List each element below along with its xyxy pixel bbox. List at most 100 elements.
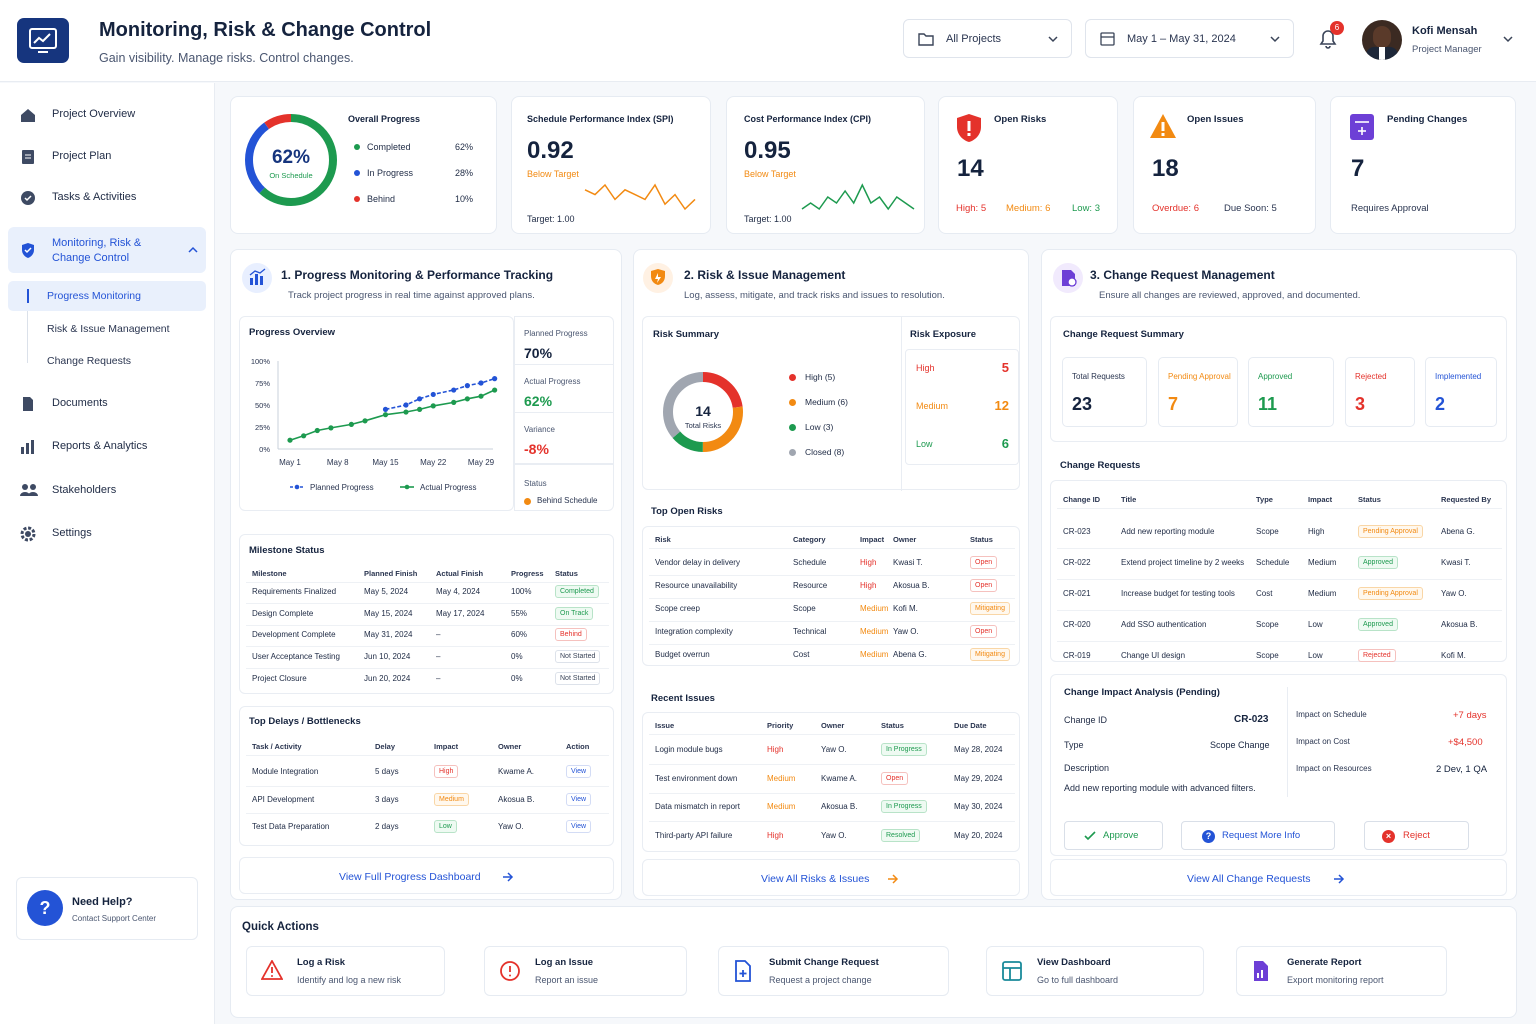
legend-completed-value: 62% <box>455 142 474 152</box>
quick-action-log-risk[interactable]: Log a Risk Identify and log a new risk <box>246 946 445 996</box>
table-header: Status <box>555 569 578 578</box>
impact-schedule-label: Impact on Schedule <box>1296 710 1367 719</box>
view-button[interactable]: View <box>566 820 592 833</box>
quick-action-desc: Identify and log a new risk <box>297 975 402 985</box>
status-badge: Open <box>970 625 998 638</box>
question-icon: ? <box>27 890 63 926</box>
view-change-requests-link[interactable]: View All Change Requests <box>1187 873 1311 885</box>
table-cell: Scope <box>793 604 816 613</box>
table-cell: 0% <box>511 652 523 662</box>
table-cell: May 20, 2024 <box>954 830 1003 840</box>
table-cell: Design Complete <box>252 608 314 618</box>
status-badge: Resolved <box>881 828 921 842</box>
stat-tile[interactable]: Total Requests 23 <box>1062 357 1147 427</box>
risk-desc: Log, assess, mitigate, and track risks a… <box>684 290 945 301</box>
quick-action-submit-change[interactable]: Submit Change Request Request a project c… <box>718 946 949 996</box>
overall-progress-donut <box>245 114 337 206</box>
risk-donut-chart <box>663 372 743 452</box>
stat-value: 2 <box>1435 394 1446 414</box>
table-header: Risk <box>655 535 671 544</box>
arrow-right-icon[interactable] <box>1333 874 1345 884</box>
table-header: Planned Finish <box>364 569 418 578</box>
legend-behind: Behind <box>367 194 396 204</box>
change-doc-icon <box>1053 263 1083 293</box>
subnav-change-requests[interactable]: Change Requests <box>47 355 132 367</box>
sidebar-item-settings[interactable]: Settings <box>8 516 206 552</box>
issues-overdue: Overdue: 6 <box>1152 203 1199 214</box>
table-cell: – <box>436 630 441 640</box>
table-cell: Kofi M. <box>893 604 918 613</box>
pending-changes-card[interactable]: Pending Changes 7 Requires Approval <box>1330 96 1516 234</box>
cpi-title: Cost Performance Index (CPI) <box>744 114 872 124</box>
table-cell: Scope <box>1256 651 1279 660</box>
sidebar-item-reports[interactable]: Reports & Analytics <box>8 429 206 465</box>
progress-panel: 1. Progress Monitoring & Performance Tra… <box>230 249 622 900</box>
change-title: 3. Change Request Management <box>1090 268 1275 282</box>
check-icon <box>1084 831 1096 841</box>
top-risks-table: Risk Category Impact Owner Status Vendor dela… <box>642 526 1020 666</box>
avatar[interactable] <box>1362 20 1402 60</box>
risks-value: 14 <box>957 155 984 182</box>
sidebar-item-project-plan[interactable]: Project Plan <box>8 139 206 175</box>
risks-high: High: 5 <box>956 203 987 214</box>
exposure-title: Risk Exposure <box>910 329 976 340</box>
chevron-down-icon[interactable] <box>1503 35 1513 43</box>
bar-chart-icon <box>21 440 34 454</box>
sidebar-item-label: Documents <box>52 397 108 409</box>
subnav-risk-issue[interactable]: Risk & Issue Management <box>47 323 170 335</box>
alert-triangle-icon <box>261 960 283 980</box>
table-header: Change ID <box>1063 495 1101 504</box>
impact-type-label: Type <box>1064 740 1084 750</box>
quick-action-view-dashboard[interactable]: View Dashboard Go to full dashboard <box>986 946 1204 996</box>
stat-tile[interactable]: Implemented 2 <box>1425 357 1497 427</box>
help-card[interactable]: ? Need Help? Contact Support Center <box>16 877 198 940</box>
table-cell: Extend project timeline by 2 weeks <box>1121 558 1245 567</box>
subnav-label: Progress Monitoring <box>47 290 141 302</box>
quick-action-desc: Request a project change <box>769 975 872 985</box>
view-progress-dashboard-link[interactable]: View Full Progress Dashboard <box>339 871 481 883</box>
table-cell: Medium <box>1308 558 1337 567</box>
stat-tile[interactable]: Approved 11 <box>1248 357 1334 427</box>
sidebar-item-stakeholders[interactable]: Stakeholders <box>8 473 206 509</box>
impact-type-value: Scope Change <box>1210 740 1270 750</box>
table-divider <box>246 755 609 756</box>
top-header: Monitoring, Risk & Change Control Gain v… <box>0 0 1536 82</box>
subnav-progress-monitoring[interactable]: Progress Monitoring <box>8 281 206 311</box>
table-cell: May 17, 2024 <box>436 608 485 618</box>
notification-button[interactable]: 6 <box>1316 21 1344 54</box>
date-range-select[interactable]: May 1 – May 31, 2024 <box>1085 19 1294 58</box>
project-select[interactable]: All Projects <box>903 19 1072 58</box>
sidebar-item-monitoring[interactable]: Monitoring, Risk & Change Control <box>8 227 206 273</box>
view-risks-link[interactable]: View All Risks & Issues <box>761 873 870 885</box>
view-button[interactable]: View <box>566 765 592 778</box>
table-cell: Akosua B. <box>498 794 535 804</box>
table-cell: CR-019 <box>1063 651 1091 660</box>
request-info-button[interactable]: ? Request More Info <box>1181 821 1335 850</box>
arrow-right-icon[interactable] <box>502 872 514 882</box>
arrow-right-icon[interactable] <box>887 874 899 884</box>
sidebar-item-project-overview[interactable]: Project Overview <box>8 97 206 133</box>
issues-value: 18 <box>1152 155 1179 182</box>
table-cell: May 31, 2024 <box>364 630 413 640</box>
view-button[interactable]: View <box>566 792 592 806</box>
approve-button[interactable]: Approve <box>1064 821 1163 850</box>
open-issues-card[interactable]: Open Issues 18 Overdue: 6 Due Soon: 5 <box>1133 96 1316 234</box>
legend-dot <box>354 170 360 176</box>
open-risks-card[interactable]: Open Risks 14 High: 5 Medium: 6 Low: 3 <box>938 96 1118 234</box>
quick-action-generate-report[interactable]: Generate Report Export monitoring report <box>1236 946 1447 996</box>
sidebar-item-tasks[interactable]: Tasks & Activities <box>8 180 206 216</box>
quick-action-title: Log an Issue <box>535 957 594 968</box>
table-cell: Schedule <box>793 558 827 567</box>
stat-tile[interactable]: Rejected 3 <box>1345 357 1415 427</box>
reject-button[interactable]: × Reject <box>1364 821 1469 850</box>
table-cell: CR-021 <box>1063 589 1091 598</box>
quick-action-log-issue[interactable]: Log an Issue Report an issue <box>484 946 687 996</box>
help-subtitle: Contact Support Center <box>72 914 157 923</box>
status-badge: In Progress <box>881 743 927 756</box>
stat-tile[interactable]: Pending Approval 7 <box>1158 357 1238 427</box>
table-cell: Development Complete <box>252 630 336 640</box>
impact-title: Change Impact Analysis (Pending) <box>1064 687 1220 698</box>
sidebar-item-documents[interactable]: Documents <box>8 386 206 422</box>
app-logo[interactable] <box>17 18 69 63</box>
table-divider <box>1057 578 1502 580</box>
